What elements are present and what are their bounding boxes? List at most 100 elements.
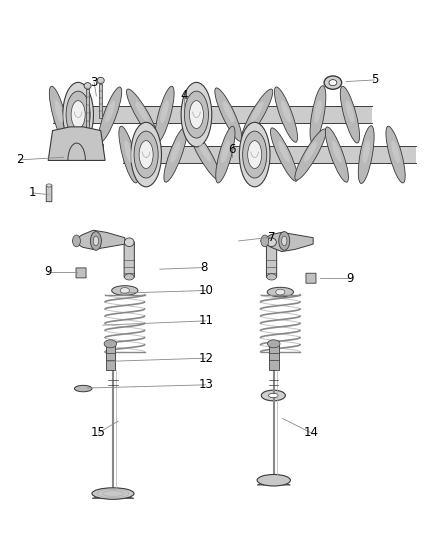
Ellipse shape — [340, 86, 360, 143]
Text: 1: 1 — [29, 187, 37, 199]
Ellipse shape — [276, 289, 285, 295]
Ellipse shape — [223, 101, 234, 123]
Ellipse shape — [124, 274, 134, 280]
Polygon shape — [261, 232, 313, 252]
Ellipse shape — [243, 131, 267, 178]
Text: 4: 4 — [180, 90, 188, 102]
Polygon shape — [72, 230, 125, 249]
Ellipse shape — [257, 474, 290, 486]
Text: 10: 10 — [198, 284, 213, 297]
Text: 11: 11 — [198, 314, 213, 327]
Ellipse shape — [84, 83, 91, 89]
Ellipse shape — [242, 89, 273, 140]
Polygon shape — [94, 143, 103, 160]
Ellipse shape — [332, 141, 342, 163]
Ellipse shape — [120, 288, 130, 293]
Ellipse shape — [134, 131, 158, 178]
Ellipse shape — [274, 87, 297, 142]
FancyBboxPatch shape — [76, 268, 86, 278]
Ellipse shape — [282, 236, 287, 246]
Ellipse shape — [119, 126, 138, 183]
Ellipse shape — [221, 140, 230, 163]
Ellipse shape — [99, 87, 122, 142]
Ellipse shape — [170, 141, 180, 163]
Ellipse shape — [127, 89, 158, 140]
Ellipse shape — [261, 235, 269, 247]
Bar — [106, 344, 115, 370]
Text: 9: 9 — [44, 265, 52, 278]
Ellipse shape — [267, 238, 276, 247]
Ellipse shape — [279, 141, 290, 163]
Ellipse shape — [198, 141, 211, 162]
Ellipse shape — [248, 141, 261, 168]
Ellipse shape — [268, 393, 278, 398]
Polygon shape — [48, 127, 105, 160]
Ellipse shape — [363, 140, 370, 163]
Text: 14: 14 — [304, 426, 318, 439]
Ellipse shape — [189, 129, 220, 180]
Ellipse shape — [160, 100, 169, 123]
Ellipse shape — [304, 141, 317, 162]
Text: 2: 2 — [16, 154, 24, 166]
Ellipse shape — [261, 390, 286, 401]
Ellipse shape — [66, 91, 90, 138]
Ellipse shape — [216, 126, 235, 183]
Ellipse shape — [97, 77, 104, 84]
Text: 3: 3 — [91, 76, 98, 89]
Polygon shape — [50, 143, 59, 160]
Ellipse shape — [112, 286, 138, 295]
Ellipse shape — [329, 79, 337, 86]
Ellipse shape — [270, 128, 298, 181]
Ellipse shape — [391, 140, 400, 163]
Ellipse shape — [184, 91, 208, 138]
Ellipse shape — [124, 238, 134, 247]
FancyBboxPatch shape — [306, 273, 316, 283]
Ellipse shape — [93, 236, 99, 246]
Text: 9: 9 — [346, 272, 354, 285]
Ellipse shape — [279, 231, 290, 250]
Ellipse shape — [92, 488, 134, 499]
Ellipse shape — [164, 127, 187, 182]
Ellipse shape — [251, 101, 264, 122]
Ellipse shape — [181, 82, 212, 147]
Ellipse shape — [63, 82, 93, 147]
Bar — [269, 344, 279, 370]
Ellipse shape — [239, 122, 270, 187]
FancyBboxPatch shape — [99, 84, 102, 118]
Ellipse shape — [386, 126, 405, 183]
Ellipse shape — [310, 86, 326, 143]
Ellipse shape — [91, 231, 102, 250]
Text: 15: 15 — [91, 426, 106, 439]
Ellipse shape — [73, 235, 81, 247]
Ellipse shape — [136, 101, 148, 122]
Text: 6: 6 — [228, 143, 236, 156]
FancyBboxPatch shape — [123, 147, 416, 163]
Ellipse shape — [324, 76, 342, 90]
Ellipse shape — [131, 122, 162, 187]
Ellipse shape — [267, 287, 293, 297]
Polygon shape — [257, 478, 290, 485]
Text: 7: 7 — [268, 231, 276, 244]
Text: 8: 8 — [200, 261, 207, 274]
Ellipse shape — [314, 100, 321, 123]
Ellipse shape — [358, 126, 374, 183]
Ellipse shape — [55, 100, 63, 123]
Ellipse shape — [71, 101, 85, 128]
Ellipse shape — [189, 101, 203, 128]
Polygon shape — [92, 491, 134, 498]
Ellipse shape — [215, 88, 242, 141]
Ellipse shape — [124, 140, 133, 163]
FancyBboxPatch shape — [266, 242, 277, 277]
Ellipse shape — [139, 141, 153, 168]
Ellipse shape — [325, 127, 349, 182]
Ellipse shape — [105, 101, 115, 123]
Ellipse shape — [49, 86, 69, 143]
FancyBboxPatch shape — [86, 89, 89, 129]
Ellipse shape — [267, 274, 276, 280]
Text: 12: 12 — [198, 352, 213, 365]
Ellipse shape — [346, 100, 354, 123]
Ellipse shape — [281, 101, 291, 123]
Text: 5: 5 — [371, 74, 378, 86]
FancyBboxPatch shape — [124, 242, 134, 277]
FancyBboxPatch shape — [46, 185, 52, 201]
